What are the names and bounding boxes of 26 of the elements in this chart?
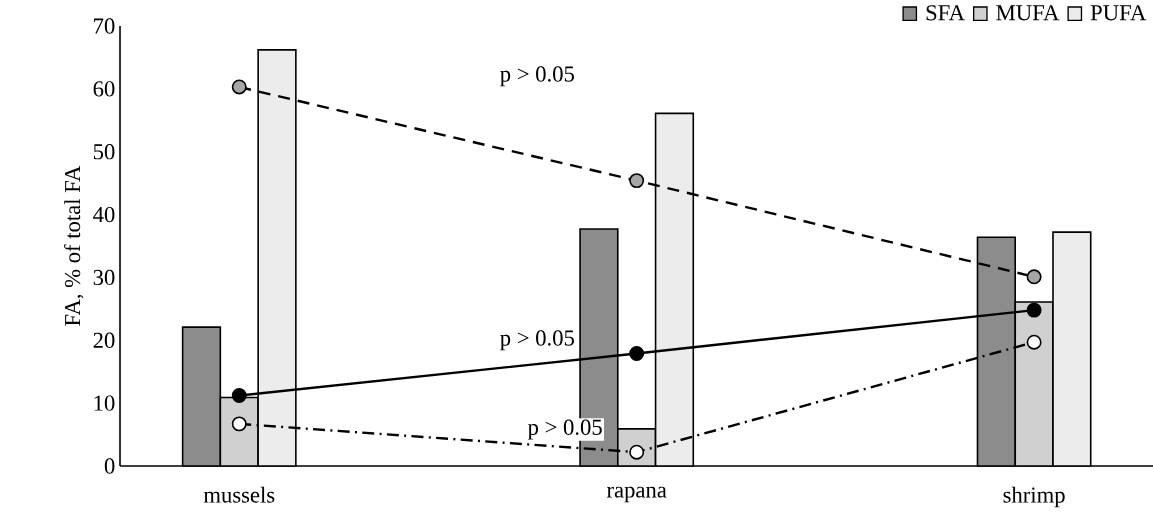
legend-label: SFA <box>926 5 965 21</box>
point <box>231 416 247 432</box>
y-tick-label: 70 <box>94 18 115 34</box>
y-tick-label: 30 <box>93 269 115 286</box>
y-axis-title: FA, % of total FA <box>64 165 84 326</box>
y-tick-label: 20 <box>93 332 115 348</box>
point <box>1026 269 1042 285</box>
annotation: p > 0.05 <box>500 330 574 351</box>
legend-label: PUFA <box>1090 5 1147 21</box>
y-tick-label: 60 <box>93 81 115 97</box>
annotation: p > 0.05 <box>500 66 574 87</box>
y-tick-label: 40 <box>93 206 115 223</box>
y-tick-label: 50 <box>93 144 115 160</box>
y-tick-label: 0 <box>104 458 115 474</box>
point <box>231 79 247 95</box>
x-tick-label: shrimp <box>1003 486 1065 508</box>
point <box>629 173 645 189</box>
point <box>1026 302 1042 318</box>
point <box>231 388 247 404</box>
legend-label: MUFA <box>996 5 1060 21</box>
annotation: p > 0.05 <box>527 419 602 440</box>
x-tick-label: rapana <box>606 486 667 503</box>
point <box>629 346 645 361</box>
x-tick-label: mussels <box>203 486 275 503</box>
point <box>1026 334 1042 350</box>
y-tick-label: 10 <box>94 395 115 411</box>
